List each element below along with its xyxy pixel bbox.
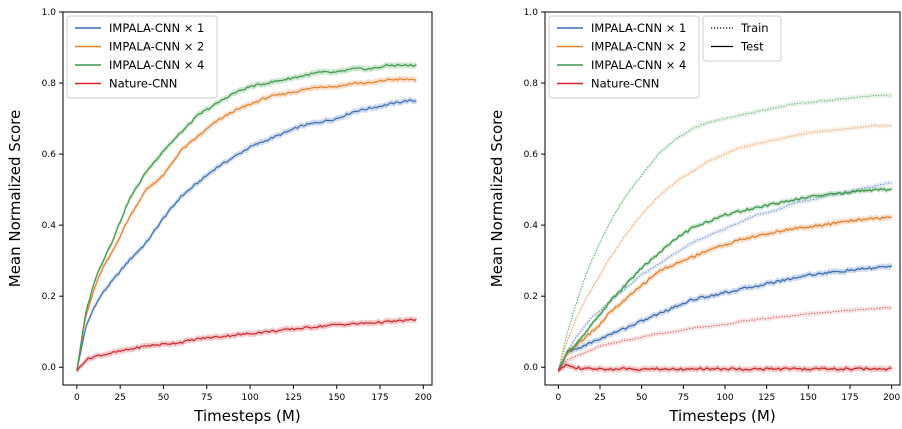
chart-left-legend-box [66,15,218,99]
chart-left-band-impala-cnn-1 [76,96,417,374]
chart-left-x-tick-label: 200 [415,393,432,403]
chart-left-plot-frame [62,11,433,386]
chart-right-x-tick-label: 0 [555,393,561,403]
chart-right-train-line-impala-cnn-1 [557,182,892,372]
chart-left-x-tick-label: 175 [371,393,388,403]
chart-right-y-tick-label: 0.8 [524,79,539,89]
chart-left-legend-label: IMPALA-CNN × 1 [109,21,204,35]
chart-left-band-impala-cnn-2 [76,75,417,374]
chart-right-x-tick-label: 50 [636,393,648,403]
chart-right-y-tick-label: 1.0 [524,8,539,18]
chart-left-line-nature-cnn [76,318,417,372]
chart-left-x-tick-label: 75 [201,393,212,403]
chart-right-test-band-impala-cnn-1 [558,262,892,374]
chart-right-x-axis-label: Timesteps (M) [668,407,775,425]
chart-left-band-nature-cnn [76,316,417,374]
chart-right-legend-label: Nature-CNN [591,77,659,91]
chart-right-train-line-impala-cnn-4 [557,94,892,371]
chart-left-y-tick-label: 0.4 [42,221,57,231]
chart-left-y-axis-label: Mean Normalized Score [6,110,24,287]
chart-right-test-line-impala-cnn-1 [557,264,893,372]
chart-left-x-tick-label: 50 [158,393,170,403]
chart-left-line-impala-cnn-1 [76,99,417,371]
chart-right-legend-label: IMPALA-CNN × 4 [591,58,686,72]
chart-left-legend: IMPALA-CNN × 1 IMPALA-CNN × 2 IMPALA-CNN ×… [66,15,218,99]
chart-left-y-tick-label: 1.0 [42,8,57,18]
chart-right-test-band-impala-cnn-2 [558,213,892,374]
chart-right-legend-label: IMPALA-CNN × 2 [591,40,686,54]
chart-right-style-legend-label: Test [740,40,764,54]
chart-left-y-tick-label: 0.0 [42,363,57,373]
chart-left-line-impala-cnn-2 [76,77,417,371]
chart-right-style-legend-box [702,15,782,62]
chart-right-x-tick-label: 175 [841,393,858,403]
chart-right-y-tick-label: 0.6 [524,150,539,160]
chart-right-train-band-impala-cnn-4 [558,92,892,374]
chart-right-x-tick-label: 75 [678,393,689,403]
chart-left-x-tick-label: 0 [74,393,80,403]
chart-left-legend-label: IMPALA-CNN × 2 [109,40,204,54]
chart-right-legend-label: IMPALA-CNN × 1 [591,21,686,35]
chart-right-test-line-nature-cnn [557,363,892,372]
chart-right-x-tick-label: 200 [883,393,900,403]
chart-left: 0 25 50 75 100 125 150 175 200 0.0 0.2 0.4 0.6 0.8 1.0… [6,8,433,425]
chart-right-test-line-impala-cnn-4 [557,187,893,372]
chart-left-x-tick-label: 25 [114,393,125,403]
chart-right-y-tick-label: 0.4 [524,221,539,231]
chart-right-plot-frame [544,11,901,386]
chart-left-x-tick-label: 150 [328,393,345,403]
chart-left-legend-label: Nature-CNN [109,77,177,91]
chart-right-legend: IMPALA-CNN × 1 IMPALA-CNN × 2 IMPALA-CNN ×… [548,15,700,99]
chart-right-test-line-impala-cnn-2 [557,216,892,372]
chart-right-y-tick-label: 0.0 [524,363,539,373]
chart-left-x-tick-label: 125 [285,393,302,403]
chart-left-y-tick-label: 0.2 [42,292,56,302]
chart-right-train-band-nature-cnn [558,304,892,374]
chart-right-train-line-nature-cnn [557,306,892,372]
chart-right-train-line-impala-cnn-2 [557,124,892,371]
chart-right-test-band-nature-cnn [558,361,892,374]
chart-right-legend-box [548,15,700,99]
chart-right-y-tick-label: 0.2 [524,292,538,302]
chart-left-line-impala-cnn-4 [76,63,417,371]
chart-right: 0 25 50 75 100 125 150 175 200 0.0 0.2 0.4 0.6 0.8 1.0… [488,8,901,425]
chart-left-x-axis-label: Timesteps (M) [193,407,300,425]
chart-right-x-tick-label: 150 [800,393,817,403]
chart-left-y-tick-label: 0.6 [42,150,57,160]
chart-left-y-tick-label: 0.8 [42,79,57,89]
chart-right-x-tick-label: 25 [594,393,605,403]
chart-right-style-legend-label: Train [740,21,769,35]
chart-right-style-legend: Train Test [702,15,782,62]
chart-left-legend-label: IMPALA-CNN × 4 [109,58,204,72]
chart-left-x-tick-label: 100 [242,393,259,403]
chart-right-y-axis-label: Mean Normalized Score [488,110,506,287]
chart-right-x-tick-label: 125 [758,393,775,403]
chart-right-x-tick-label: 100 [716,393,733,403]
